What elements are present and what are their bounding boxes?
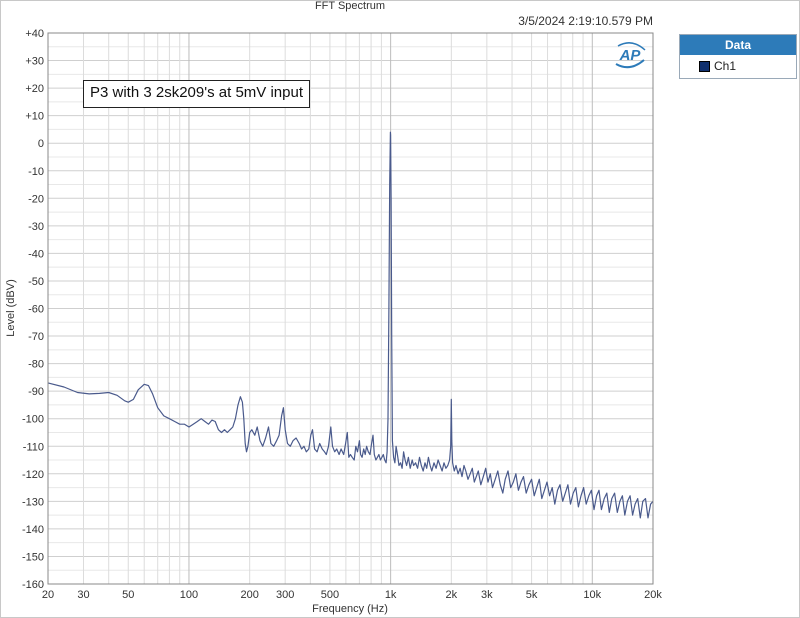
x-tick-label: 20k [644,589,662,601]
x-tick-label: 3k [481,589,493,601]
y-tick-label: -50 [28,276,44,288]
chart-title: FFT Spectrum [314,0,386,12]
ap-logo-icon: AP [615,42,646,69]
series-line-ch1 [47,131,654,519]
y-tick-label: -90 [28,386,44,398]
x-tick-label: 20 [42,589,54,601]
y-tick-labels: +40 +30 +20 +10 0 -10 -20 -30 -40 -50 -60 -70 -80 -90… [22,28,44,591]
x-tick-label: 30 [77,589,89,601]
x-tick-labels: 20 30 50 100 200 300 500 1k 2k 3k 5k 10k 20k [42,589,662,601]
x-tick-label: 200 [240,589,258,601]
x-tick-label: 100 [180,589,198,601]
y-tick-label: -130 [22,496,44,508]
y-tick-label: -20 [28,193,44,205]
x-tick-label: 50 [122,589,134,601]
ap-logo-text: AP [619,47,642,64]
y-tick-label: -70 [28,331,44,343]
y-tick-label: -160 [22,579,44,591]
legend: Data Ch1 [679,34,797,79]
legend-title: Data [680,35,796,55]
y-tick-label: -150 [22,551,44,563]
y-tick-label: +20 [25,83,44,95]
y-tick-label: -120 [22,469,44,481]
y-tick-label: +30 [25,56,44,68]
x-tick-label: 5k [526,589,538,601]
y-tick-label: -140 [22,524,44,536]
y-tick-label: -60 [28,304,44,316]
y-tick-label: 0 [38,138,44,150]
y-tick-label: -30 [28,221,44,233]
y-tick-label: -80 [28,359,44,371]
x-tick-label: 500 [321,589,339,601]
x-tick-label: 10k [583,589,601,601]
y-tick-label: +10 [25,111,44,123]
y-tick-label: -10 [28,166,44,178]
y-tick-label: -40 [28,248,44,260]
y-tick-label: -100 [22,414,44,426]
series-layer [47,131,654,519]
y-tick-label: +40 [25,28,44,40]
timestamp: 3/5/2024 2:19:10.579 PM [518,14,653,28]
x-tick-label: 1k [385,589,397,601]
chart-annotation: P3 with 3 2sk209's at 5mV input [83,80,310,108]
legend-item-ch1[interactable]: Ch1 [680,55,796,77]
legend-item-label: Ch1 [714,59,737,73]
y-tick-label: -110 [23,441,44,453]
x-axis-label: Frequency (Hz) [312,603,388,615]
plot-area-border [47,32,654,585]
legend-swatch [699,60,710,72]
x-tick-label: 2k [446,589,458,601]
x-tick-label: 300 [276,589,294,601]
y-axis-label: Level (dBV) [5,279,17,336]
